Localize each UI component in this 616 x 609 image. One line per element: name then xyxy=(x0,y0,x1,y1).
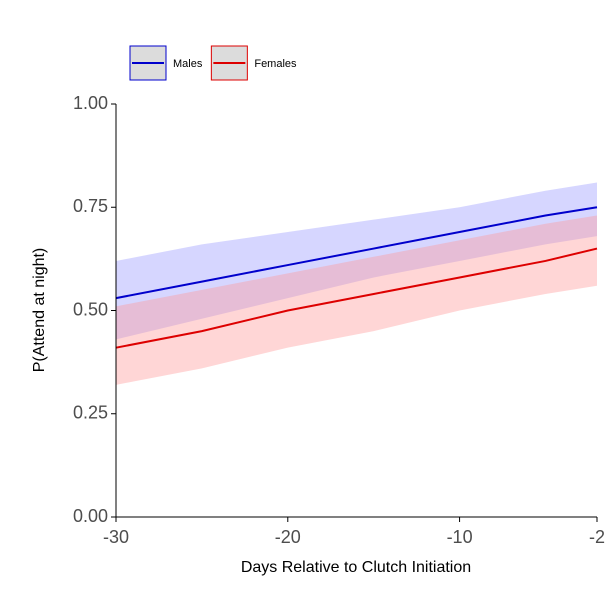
x-tick-label: -2 xyxy=(589,527,605,547)
legend-label: Females xyxy=(254,58,297,70)
y-axis-title: P(Attend at night) xyxy=(31,248,48,373)
series-line xyxy=(115,247,598,349)
legend-label: Males xyxy=(173,58,203,70)
x-axis-title: Days Relative to Clutch Initiation xyxy=(241,559,471,576)
x-tick-label: -10 xyxy=(447,527,473,547)
confidence-band xyxy=(116,215,597,385)
y-tick-label: 0.25 xyxy=(73,403,108,423)
confidence-band xyxy=(116,182,597,340)
y-tick-label: 1.00 xyxy=(73,93,108,113)
y-tick-label: 0.00 xyxy=(73,506,108,526)
y-tick-label: 0.75 xyxy=(73,196,108,216)
y-tick-label: 0.50 xyxy=(73,299,108,319)
series-line xyxy=(115,206,598,300)
x-tick-label: -20 xyxy=(275,527,301,547)
x-tick-label: -30 xyxy=(103,527,129,547)
